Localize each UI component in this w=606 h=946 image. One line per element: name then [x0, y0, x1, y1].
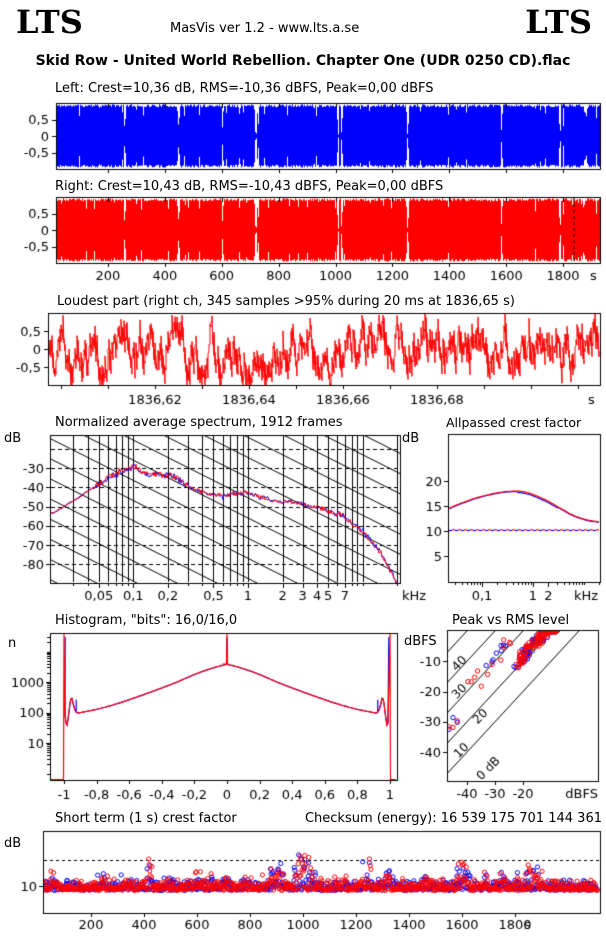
histogram-y-axis-label: n: [8, 636, 17, 651]
short-term-y-axis-label: dB: [4, 836, 22, 851]
page-title: Skid Row - United World Rebellion. Chapt…: [35, 53, 571, 69]
allpassed-y-axis-label: dB: [402, 431, 420, 446]
spectrum-y-axis-label: dB: [4, 431, 22, 446]
short-term-title: Short term (1 s) crest factor: [55, 811, 237, 826]
lts-logo-right: LTS: [525, 3, 592, 41]
peak-vs-rms-title: Peak vs RMS level: [452, 613, 570, 628]
right-channel-stats: Right: Crest=10,43 dB, RMS=-10,43 dBFS, …: [55, 179, 444, 194]
app-version-text: MasVis ver 1.2 - www.lts.a.se: [170, 21, 360, 36]
peak-vs-rms-y-axis-label: dBFS: [404, 634, 437, 649]
lts-logo-left: LTS: [16, 3, 83, 41]
allpassed-title: Allpassed crest factor: [446, 415, 582, 430]
left-channel-stats: Left: Crest=10,36 dB, RMS=-10,36 dBFS, P…: [55, 81, 434, 96]
checksum-text: Checksum (energy): 16 539 175 701 144 36…: [304, 811, 602, 826]
histogram-title: Histogram, "bits": 16,0/16,0: [55, 613, 238, 628]
spectrum-title: Normalized average spectrum, 1912 frames: [55, 415, 343, 430]
loudest-part-title: Loudest part (right ch, 345 samples >95%…: [57, 294, 515, 309]
